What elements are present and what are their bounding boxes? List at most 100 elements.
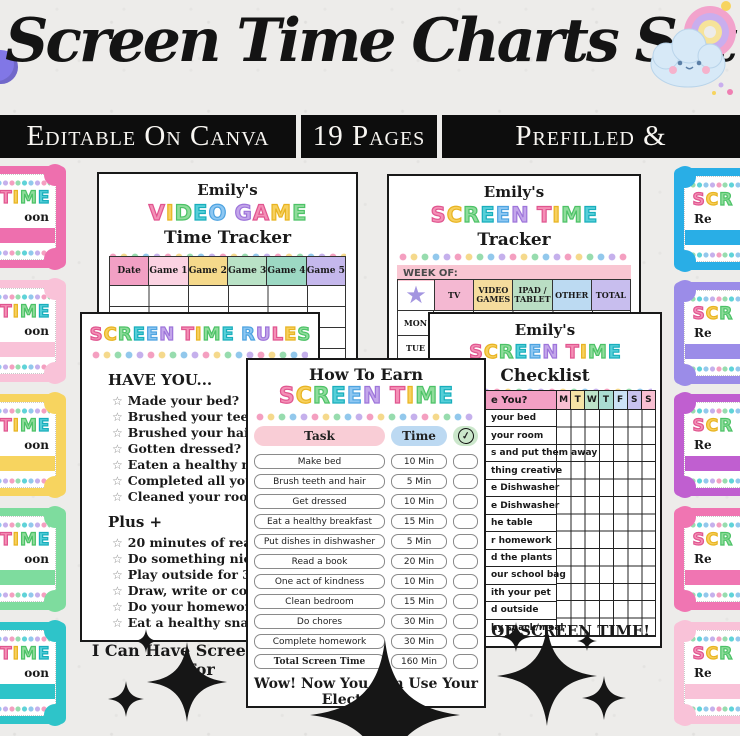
task-cell: Get dressed: [254, 494, 385, 509]
ticket-notch: [44, 476, 66, 498]
col-time: Time: [391, 426, 447, 446]
check-cell: [453, 574, 478, 589]
coupon-band: [0, 684, 55, 699]
coupon-dots: [690, 296, 740, 302]
checklist-table-body: your bed your room s and put them away t…: [435, 409, 655, 637]
time-cell: 5 Min: [391, 534, 447, 549]
time-cell: 10 Min: [391, 494, 447, 509]
page-title: Screen Time Charts Set: [5, 6, 738, 76]
check-cell: [453, 554, 478, 569]
checklist-footer: OF SCREEN TIME!: [491, 622, 650, 640]
day-col-s2: S: [641, 391, 655, 409]
day-col-m: M: [557, 391, 572, 409]
coupon-tail: oon: [24, 324, 49, 338]
howto-row: Do chores 30 Min: [254, 614, 478, 629]
star-bullet-icon: ☆: [112, 442, 123, 456]
coupon-dots: [690, 636, 740, 642]
coupon-body: SCR Re: [674, 506, 740, 612]
rules-item-label: Eat a healthy snack: [127, 615, 265, 630]
coupon-band: [0, 228, 55, 243]
time-cell-total: 160 Min: [391, 654, 447, 669]
time-cell: 5 Min: [391, 474, 447, 489]
checklist-subtitle: Checklist: [500, 366, 590, 386]
star-bullet-icon: ☆: [112, 552, 123, 566]
coupon-dots: [0, 250, 50, 256]
checklist-task: our school bag: [435, 567, 566, 585]
task-cell-total: Total Screen Time: [254, 654, 385, 669]
coupon-band: [0, 456, 55, 471]
howto-row: Brush teeth and hair 5 Min: [254, 474, 478, 489]
plus-heading: Plus +: [108, 513, 163, 531]
tracker-subtitle: Tracker: [477, 230, 551, 250]
rules-item-label: Cleaned your room?: [127, 489, 269, 504]
rules-item: ☆ Eaten a healthy meal?: [112, 457, 318, 473]
time-cell: 30 Min: [391, 634, 447, 649]
day-col-t: T: [571, 391, 586, 409]
sparkle-icon: [497, 626, 597, 726]
rules-item: ☆ 20 minutes of reading: [112, 535, 318, 551]
col-check: ✓: [453, 426, 478, 446]
star-bullet-icon: ☆: [112, 536, 123, 550]
coupon-body: TIME oon: [0, 164, 66, 270]
coupon-band: [0, 342, 55, 357]
coupon-body: SCR Re: [674, 392, 740, 498]
coupon-ticket: TIME oon: [0, 392, 66, 498]
col-date: Date: [110, 257, 150, 285]
check-cell: [453, 614, 478, 629]
task-cell: Complete homework: [254, 634, 385, 649]
ticket-notch: [44, 704, 66, 726]
rules-item-label: Brushed your hair?: [127, 425, 263, 440]
rules-item-label: Do your homework: [127, 599, 260, 614]
coupon-body: SCR Re: [674, 620, 740, 726]
ticket-notch: [674, 704, 696, 726]
task-cell: Do chores: [254, 614, 385, 629]
task-cell: Put dishes in dishwasher: [254, 534, 385, 549]
check-icon: ✓: [456, 426, 475, 446]
day-col-s: S: [627, 391, 642, 409]
col-task: Task: [254, 426, 385, 446]
coupon-band: [685, 344, 740, 359]
week-of-label: WEEK OF:: [403, 267, 458, 279]
checklist-task: your room: [435, 427, 557, 445]
checklist-task: hy snack/meal: [435, 619, 564, 637]
coupon-band: [685, 230, 740, 245]
coupon-word: SCR: [692, 303, 733, 324]
col-ipad-tablet: IPAD / TABLET: [513, 280, 553, 310]
checklist-task-labels: your bed your room s and put them away t…: [435, 410, 597, 637]
time-cell: 20 Min: [391, 554, 447, 569]
check-cell: [453, 454, 478, 469]
coupon-dots: [0, 364, 50, 370]
star-bullet-icon: ☆: [112, 394, 123, 408]
time-cell: 10 Min: [391, 574, 447, 589]
coupon-body: TIME oon: [0, 278, 66, 384]
ticket-notch: [44, 278, 66, 300]
screen-time-title: SCREEN TIME: [430, 202, 598, 227]
coupon-dots: [0, 294, 50, 300]
video-game-title: VIDEO GAME: [148, 200, 307, 225]
banner-editable-label: Editable On Canva: [26, 120, 270, 152]
coupon-dots: [690, 366, 740, 372]
coupon-dots: [0, 180, 50, 186]
coupon-tail: Re: [694, 212, 712, 226]
ticket-notch: [44, 506, 66, 528]
rules-item-label: Made your bed?: [127, 393, 240, 408]
coupon-word: TIME: [0, 643, 50, 664]
sparkle-icon: [147, 642, 227, 722]
coupon-dots: [0, 706, 50, 712]
coupon-ticket: SCR Re: [674, 392, 740, 498]
coupon-ticket: TIME oon: [0, 278, 66, 384]
col-game2: Game 2: [188, 257, 228, 285]
coupon-word: TIME: [0, 187, 50, 208]
star-bullet-icon: ☆: [112, 410, 123, 424]
checklist-task: he table: [435, 514, 557, 533]
coupon-body: TIME oon: [0, 392, 66, 498]
purple-moon-icon: [0, 50, 18, 84]
coupon-band: [685, 456, 740, 471]
coupon-dots: [0, 408, 50, 414]
have-you-heading: HAVE YOU...: [108, 371, 213, 389]
ticket-notch: [674, 250, 696, 272]
check-cell: [453, 534, 478, 549]
ticket-notch: [674, 590, 696, 612]
banner-pages-label: 19 Pages: [312, 120, 426, 152]
